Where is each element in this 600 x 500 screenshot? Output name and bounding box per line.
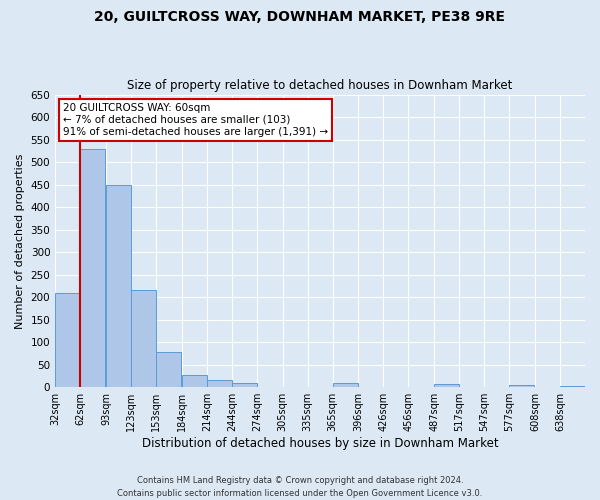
Bar [156, 352, 181, 387]
Y-axis label: Number of detached properties: Number of detached properties [15, 153, 25, 328]
Text: Contains HM Land Registry data © Crown copyright and database right 2024.
Contai: Contains HM Land Registry data © Crown c… [118, 476, 482, 498]
Bar [131, 290, 156, 387]
Bar [55, 292, 80, 387]
Bar [207, 380, 232, 387]
Bar [332, 382, 358, 387]
Bar [80, 148, 105, 387]
Bar [182, 375, 207, 387]
Bar [106, 184, 131, 387]
Bar [232, 382, 257, 387]
Bar [434, 384, 459, 387]
Bar [509, 385, 534, 387]
Bar [560, 386, 585, 387]
Text: 20 GUILTCROSS WAY: 60sqm
← 7% of detached houses are smaller (103)
91% of semi-d: 20 GUILTCROSS WAY: 60sqm ← 7% of detache… [63, 104, 328, 136]
Text: 20, GUILTCROSS WAY, DOWNHAM MARKET, PE38 9RE: 20, GUILTCROSS WAY, DOWNHAM MARKET, PE38… [95, 10, 505, 24]
X-axis label: Distribution of detached houses by size in Downham Market: Distribution of detached houses by size … [142, 437, 499, 450]
Title: Size of property relative to detached houses in Downham Market: Size of property relative to detached ho… [127, 79, 513, 92]
